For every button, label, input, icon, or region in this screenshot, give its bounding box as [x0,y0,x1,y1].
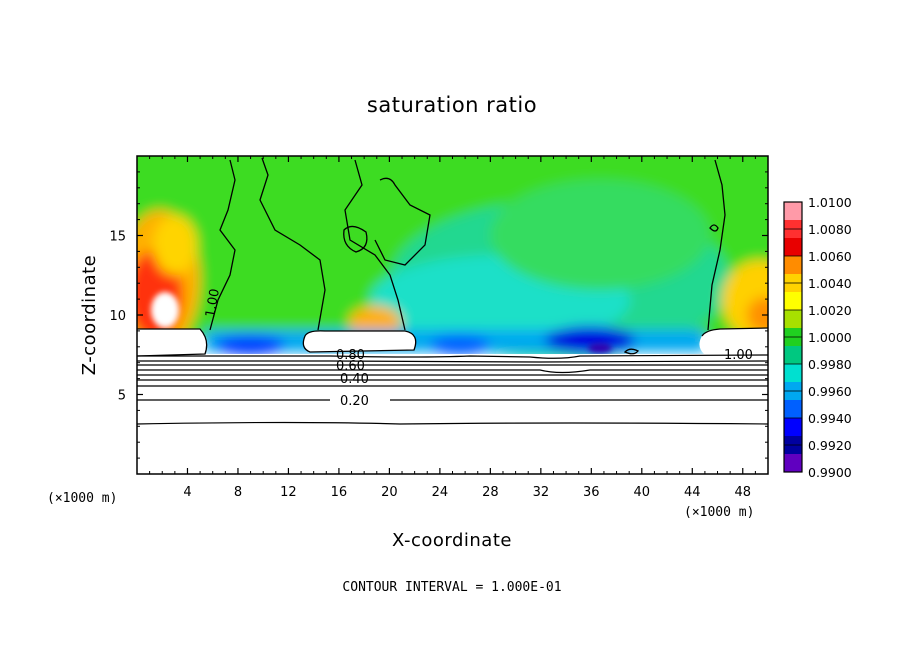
colorbar-label: 0.9980 [808,357,852,372]
y-axis-title: Z-coordinate [79,255,100,376]
contour-label-4: 0.60 [336,359,365,374]
x-unit-label-left: (×1000 m) [47,491,117,506]
colorbar-label: 0.9920 [808,438,852,453]
colorbar-label: 1.0060 [808,249,852,264]
x-tick-label: 20 [381,485,398,500]
colorbar-label: 0.9900 [808,465,852,480]
contour-label-6: 0.20 [340,394,369,409]
y-tick-label: 10 [109,309,126,324]
colorbar-label: 1.0020 [808,303,852,318]
contour-label-5: 0.40 [340,372,369,387]
x-tick-label: 4 [183,485,191,500]
colorbar-label: 1.0100 [808,195,852,210]
x-axis-title: X-coordinate [392,530,512,551]
x-tick-label: 48 [734,485,751,500]
colorbar-swatch [784,346,802,365]
x-tick-label: 28 [482,485,499,500]
chart-title: saturation ratio [367,93,537,117]
plot-area [137,156,768,474]
y-axis-ticks: 5 10 15 [109,171,768,459]
colorbar-label: 1.0000 [808,330,852,345]
x-tick-label: 12 [280,485,297,500]
x-tick-label: 40 [634,485,651,500]
contour-label-1: 1.00 [203,288,223,319]
contour-label-2: 1.00 [724,348,753,363]
x-unit-label-right: (×1000 m) [684,505,754,520]
y-tick-label: 15 [109,230,126,245]
colorbar-label: 1.0040 [808,276,852,291]
colorbar-swatch [784,400,802,419]
colorbar-swatch [784,310,802,329]
colorbar-swatch [784,256,802,275]
x-tick-label: 36 [583,485,600,500]
colorbar-swatch [784,418,802,437]
colorbar-swatch [784,238,802,257]
colorbar-label: 0.9940 [808,411,852,426]
x-tick-label: 44 [684,485,701,500]
contour-labels: 1.00 1.00 0.80 0.60 0.40 0.20 [203,288,753,409]
contour-interval-note: CONTOUR INTERVAL = 1.000E-01 [342,580,561,595]
colorbar-swatch [784,364,802,383]
x-tick-label: 16 [331,485,348,500]
x-tick-label: 32 [533,485,550,500]
y-tick-label: 5 [118,389,126,404]
x-tick-label: 24 [432,485,449,500]
colorbar-label: 1.0080 [808,222,852,237]
contour-label-3: 0.80 [336,348,365,363]
colorbar-swatch [784,292,802,311]
x-tick-label: 8 [234,485,242,500]
contour-lines [137,157,768,357]
colorbar: 1.0100 1.0080 1.0060 1.0040 1.0020 1.0000 0.99… [783,195,852,480]
heatmap-field [137,156,768,360]
lower-contours [137,354,768,425]
colorbar-swatch [784,202,802,221]
x-axis-ticks: 4 8 12 16 20 24 28 32 36 40 44 48 [149,156,756,500]
colorbar-label: 0.9960 [808,384,852,399]
colorbar-swatch [784,454,802,473]
